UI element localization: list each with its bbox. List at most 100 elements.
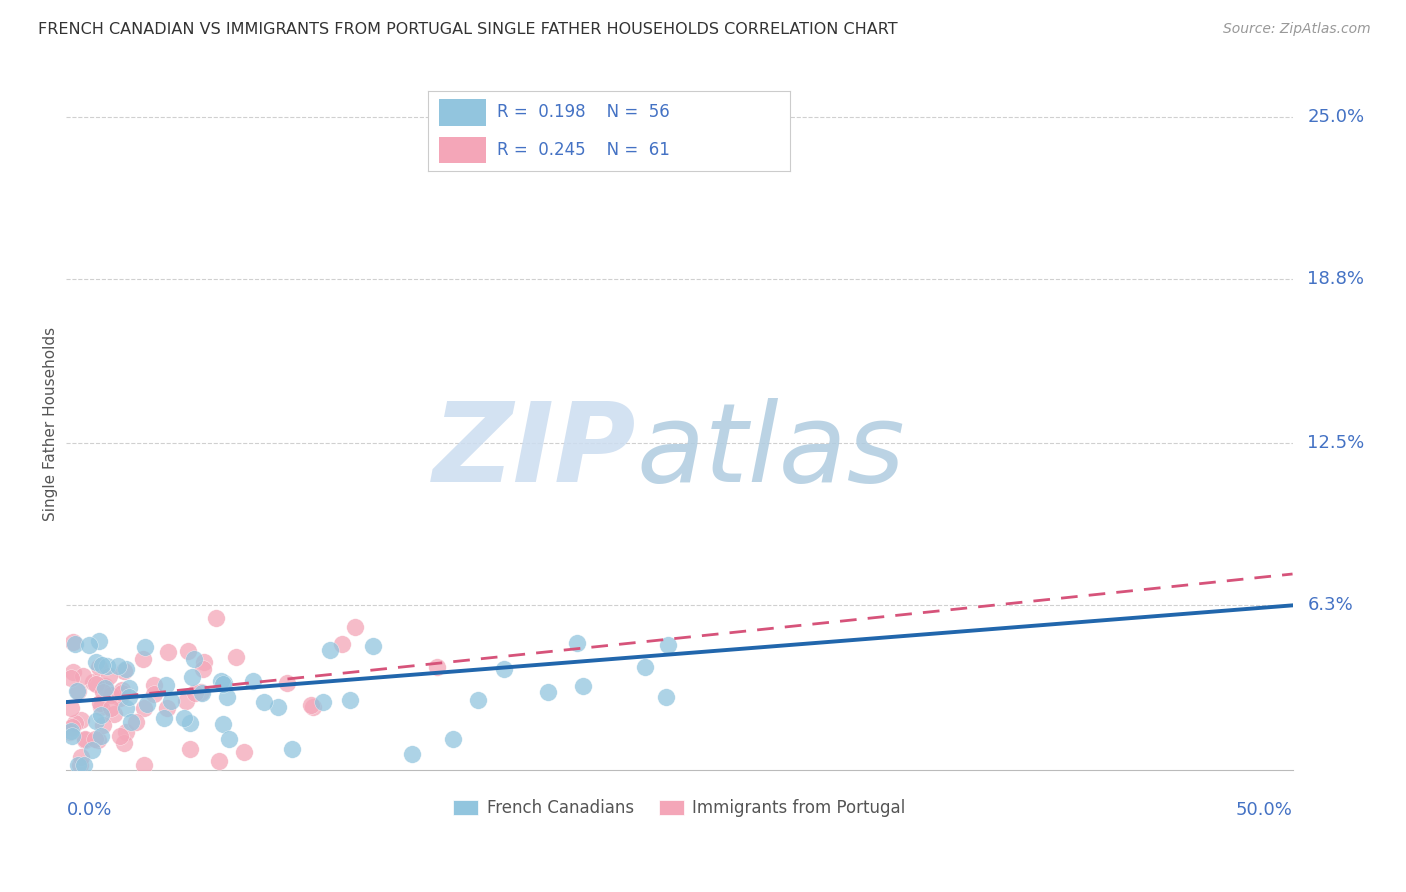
Point [103,707,125,722]
Point [572,679,595,693]
Text: 25.0%: 25.0% [1308,108,1364,126]
Y-axis label: Single Father Households: Single Father Households [44,326,58,521]
Point [82,674,104,689]
Point [339,692,361,706]
Point [111,686,134,700]
Point [191,686,214,700]
Point [655,690,678,704]
Point [565,635,588,649]
Point [344,620,367,634]
Point [66,683,89,698]
Point [90,707,112,722]
Point [225,649,247,664]
Point [209,674,232,689]
Point [253,695,276,709]
Point [441,732,464,747]
Point [112,664,135,678]
Point [90,699,112,714]
Point [215,690,238,704]
Point [537,685,560,699]
Point [107,658,129,673]
Point [66,684,89,698]
Point [176,694,198,708]
Point [183,685,205,699]
Point [183,652,205,666]
Point [87,634,110,648]
Point [77,639,100,653]
Point [112,737,135,751]
Point [142,678,165,692]
Point [90,657,112,672]
Text: 0.0%: 0.0% [66,801,112,820]
Point [156,645,179,659]
Point [152,711,174,725]
Point [179,741,201,756]
Point [75,733,97,747]
Point [114,724,136,739]
Point [60,720,83,734]
Point [60,723,83,738]
Point [193,655,215,669]
Point [62,729,84,743]
Point [118,681,141,695]
Point [267,700,290,714]
Point [93,681,115,696]
Point [311,696,333,710]
Point [87,659,110,673]
Point [212,675,235,690]
Point [60,700,83,714]
Point [299,698,322,712]
Point [65,716,87,731]
Point [125,714,148,729]
Point [73,757,96,772]
Point [82,743,104,757]
Point [94,679,117,693]
Point [426,660,449,674]
Point [218,731,240,746]
Point [70,713,93,727]
Point [87,733,110,747]
Point [212,716,235,731]
Point [69,749,91,764]
Point [242,673,264,688]
Point [62,635,84,649]
Point [110,691,132,706]
Point [190,685,212,699]
Point [110,729,132,743]
Point [98,668,121,682]
Point [233,745,256,759]
Point [96,658,118,673]
Point [207,754,229,768]
Point [69,757,91,772]
Point [59,725,82,739]
Point [177,644,200,658]
Point [134,640,156,654]
Point [319,643,342,657]
Point [84,676,107,690]
Point [132,652,155,666]
Point [105,688,128,702]
Point [132,700,155,714]
Point [302,700,325,714]
Point [156,701,179,715]
Point [91,718,114,732]
Text: ZIP: ZIP [433,398,637,505]
Point [494,662,516,676]
Point [634,660,657,674]
Point [276,676,298,690]
Point [72,668,94,682]
Point [84,714,107,728]
Point [205,611,228,625]
Point [361,640,384,654]
Point [100,700,122,714]
Point [66,757,89,772]
Point [330,637,353,651]
Point [155,678,177,692]
Point [179,715,201,730]
Point [111,682,134,697]
Point [73,732,96,747]
Point [62,665,84,680]
Text: 50.0%: 50.0% [1236,801,1292,820]
Point [91,685,114,699]
Legend: French Canadians, Immigrants from Portugal: French Canadians, Immigrants from Portug… [447,793,912,824]
